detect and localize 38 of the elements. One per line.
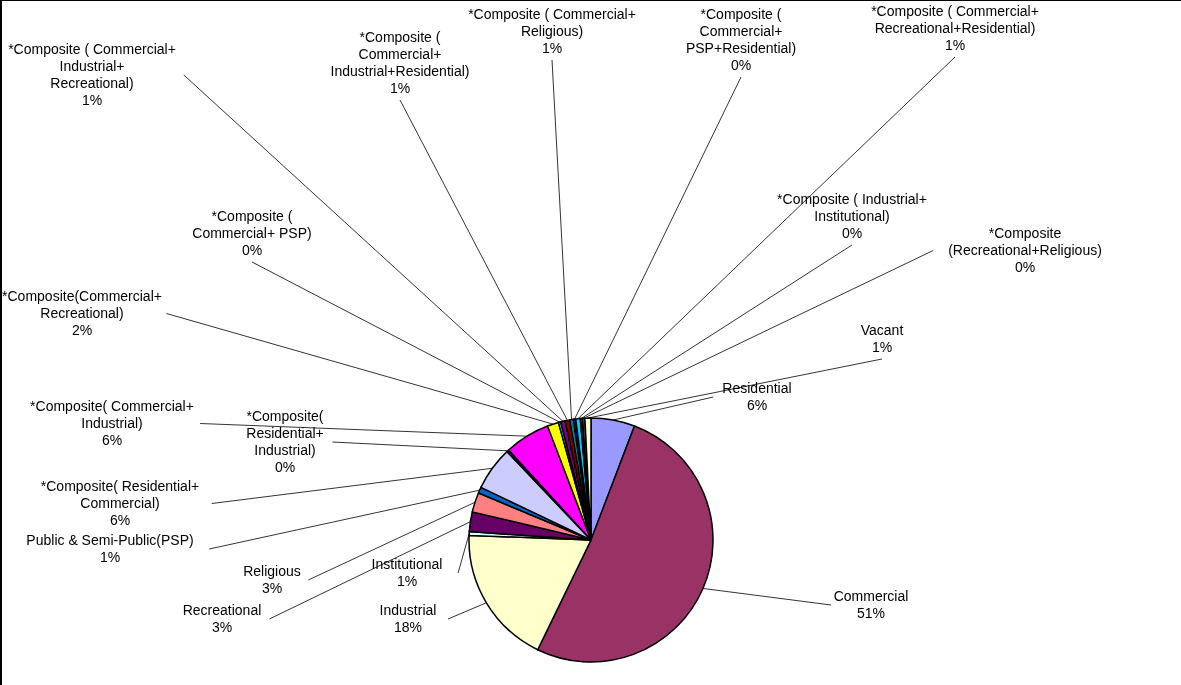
slice-label: *Composite( Residential+ Commercial) bbox=[40, 478, 200, 511]
slice-label: *Composite ( Commercial+ PSP) bbox=[192, 208, 312, 241]
data-label: 1% bbox=[396, 573, 418, 589]
data-label: 0% bbox=[730, 57, 752, 73]
slice-label: *Composite (Recreational+Religious) bbox=[948, 225, 1102, 258]
data-label: 0% bbox=[1014, 259, 1036, 275]
slice-label: Commercial bbox=[833, 588, 909, 604]
slice-label: Recreational bbox=[182, 602, 262, 618]
data-label: 3% bbox=[211, 619, 233, 635]
slice-label: *Composite( Commercial+ Industrial) bbox=[30, 398, 194, 431]
slice-label: *Composite( Residential+ Industrial) bbox=[246, 408, 324, 458]
data-label: 18% bbox=[393, 619, 423, 635]
data-label: 6% bbox=[101, 432, 123, 448]
data-label: 1% bbox=[541, 40, 563, 56]
slice-label: Religious bbox=[243, 563, 301, 579]
slice-label: *Composite ( Commercial+ PSP+Residential) bbox=[685, 6, 797, 56]
data-label: 2% bbox=[71, 322, 93, 338]
data-label: 0% bbox=[841, 225, 863, 241]
data-label: 0% bbox=[241, 242, 263, 258]
data-label: 1% bbox=[389, 80, 411, 96]
data-label: 51% bbox=[856, 605, 886, 621]
slice-label: *Composite ( Commercial+ Industrial+Residential) bbox=[330, 29, 470, 79]
slice-label: *Composite ( Commercial+ Recreational+Residential) bbox=[871, 3, 1039, 36]
data-label: 1% bbox=[871, 339, 893, 355]
slice-label: *Composite(Commercial+ Recreational) bbox=[2, 288, 162, 321]
slice-label: *Composite ( Commercial+ Religious) bbox=[468, 6, 636, 39]
data-label: 3% bbox=[261, 580, 283, 596]
data-label: 1% bbox=[944, 37, 966, 53]
slice-label: Industrial bbox=[379, 602, 437, 618]
data-label: 1% bbox=[99, 549, 121, 565]
slice-label: *Composite ( Commercial+ Industrial+ Recreational) bbox=[8, 41, 176, 91]
data-label: 1% bbox=[81, 92, 103, 108]
data-label: 0% bbox=[274, 459, 296, 475]
slice-label: Vacant bbox=[860, 322, 904, 338]
slice-label: Public & Semi-Public(PSP) bbox=[26, 532, 194, 548]
data-label: 6% bbox=[746, 397, 768, 413]
slice-label: Residential bbox=[722, 380, 792, 396]
data-label: 6% bbox=[109, 512, 131, 528]
